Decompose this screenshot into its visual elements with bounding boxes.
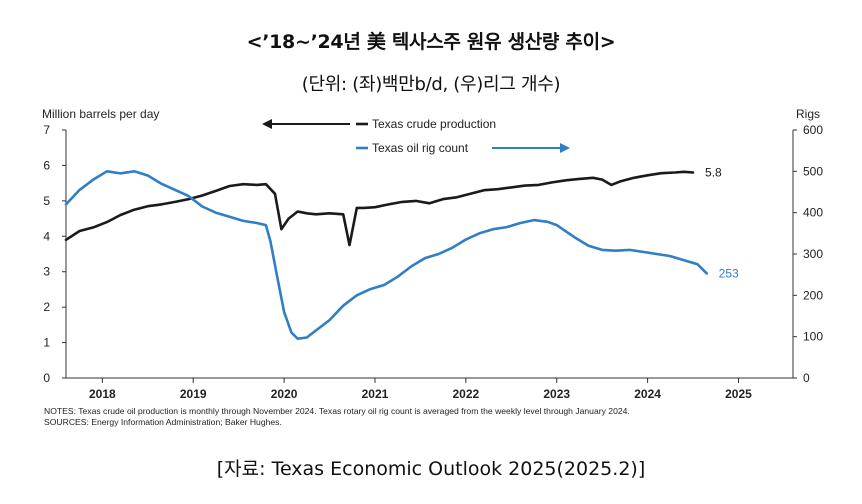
right-tick-label: 500	[803, 164, 823, 178]
left-tick-label: 3	[43, 265, 50, 279]
x-tick-label: 2020	[271, 387, 298, 401]
legend-label-crude: Texas crude production	[372, 117, 496, 131]
chart-title: <’18~’24년 美 텍사스주 원유 생산량 추이>	[246, 31, 616, 53]
x-tick-label: 2025	[725, 387, 752, 401]
legend-arrow-right-icon	[560, 143, 570, 153]
right-tick-label: 300	[803, 247, 823, 261]
x-tick-label: 2019	[180, 387, 207, 401]
left-tick-label: 6	[43, 158, 50, 172]
x-tick-label: 2023	[543, 387, 570, 401]
source-caption: [자료: Texas Economic Outlook 2025(2025.2)…	[216, 458, 646, 480]
left-tick-label: 1	[43, 336, 50, 350]
series-end-label: 253	[719, 266, 739, 280]
x-tick-label: 2018	[89, 387, 116, 401]
series-line-rig-count	[64, 170, 709, 341]
left-tick-label: 4	[43, 229, 50, 243]
legend-label-rigs: Texas oil rig count	[372, 141, 469, 155]
left-tick-label: 0	[43, 371, 50, 385]
right-tick-label: 200	[803, 288, 823, 302]
left-axis-title: Million barrels per day	[42, 107, 159, 121]
legend-arrow-left-icon	[262, 119, 272, 129]
right-tick-label: 400	[803, 206, 823, 220]
right-tick-label: 600	[803, 123, 823, 137]
chart-unit-subtitle: (단위: (좌)백만b/d, (우)리그 개수)	[301, 74, 561, 95]
left-tick-label: 7	[43, 123, 50, 137]
chart-area: 0 1 2 3 4 5 6 7 0 100 200 300 400 500 600 2018 2019 2020 2…	[42, 107, 823, 427]
chart-sources: SOURCES: Energy Information Administrati…	[44, 417, 282, 427]
left-tick-label: 2	[43, 300, 50, 314]
series-line-crude-production	[64, 170, 695, 247]
x-tick-label: 2022	[452, 387, 479, 401]
x-tick-label: 2024	[634, 387, 661, 401]
right-tick-label: 0	[803, 371, 810, 385]
x-tick-label: 2021	[362, 387, 389, 401]
chart-note: NOTES: Texas crude oil production is mon…	[44, 406, 630, 416]
right-axis-title: Rigs	[796, 107, 820, 121]
series-end-label: 5.8	[705, 166, 722, 180]
left-tick-label: 5	[43, 194, 50, 208]
right-tick-label: 100	[803, 330, 823, 344]
